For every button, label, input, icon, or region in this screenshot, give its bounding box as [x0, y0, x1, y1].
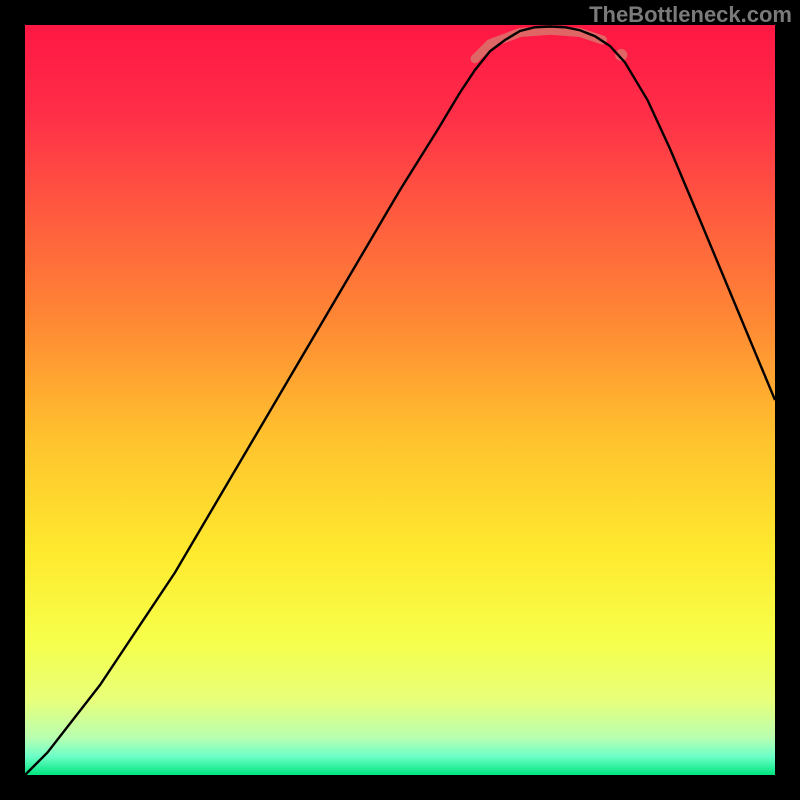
optimal-zone-highlight — [475, 30, 603, 59]
curve-layer — [25, 25, 775, 775]
bottleneck-chart: TheBottleneck.com — [0, 0, 800, 800]
watermark-text: TheBottleneck.com — [589, 2, 792, 28]
bottleneck-curve — [25, 27, 775, 776]
plot-area — [25, 25, 775, 775]
